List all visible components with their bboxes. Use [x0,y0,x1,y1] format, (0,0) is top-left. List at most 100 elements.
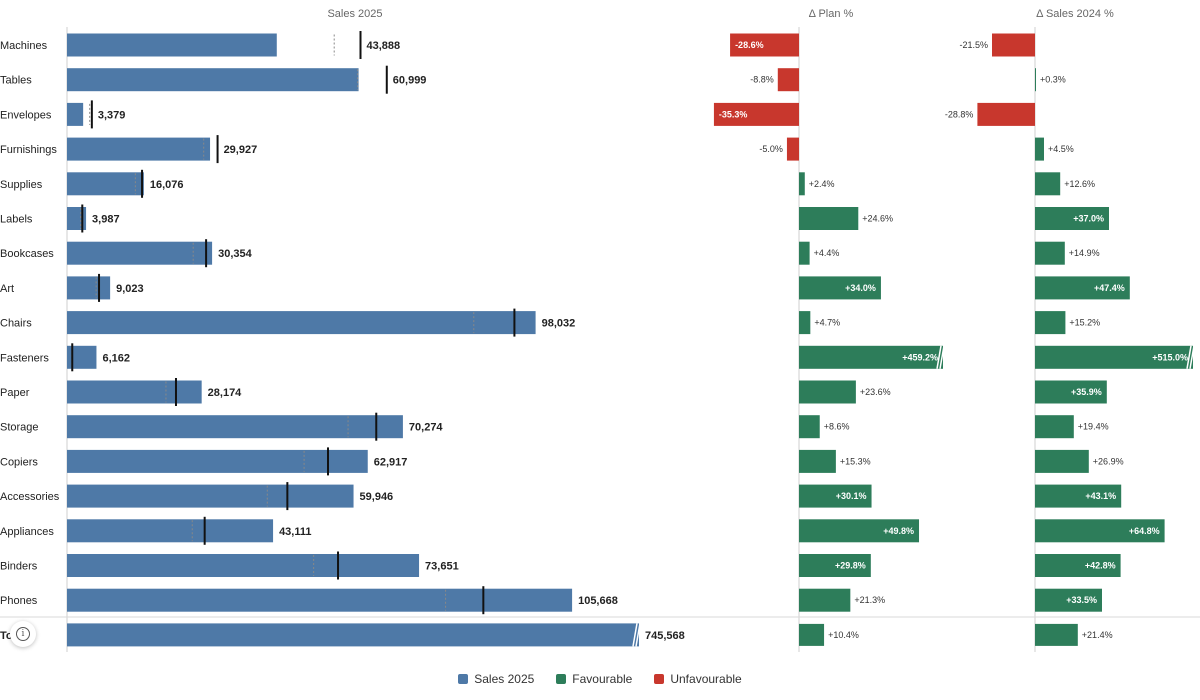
plan-value-art: +34.0% [845,283,876,293]
sales-value-copiers: 62,917 [374,456,408,468]
prev-bar-envelopes [977,102,1035,126]
info-button[interactable]: i [10,621,36,647]
prev-value-machines: -21.5% [959,40,988,50]
plan-bar-envelopes [713,102,799,126]
legend-label-favourable: Favourable [572,672,633,686]
sales-bar-total [67,623,639,647]
plan-value-paper: +23.6% [860,387,891,397]
legend-label-sales: Sales 2025 [474,672,535,686]
category-label-furnishings: Furnishings [0,144,57,156]
category-label-accessories: Accessories [0,491,60,503]
prev-value-accessories: +43.1% [1085,491,1116,501]
plan-bar-chairs [799,311,811,335]
column-title-prev: Δ Sales 2024 % [1036,8,1114,20]
plan-break-mark-fasteners [936,345,945,369]
prev-bar-labels [1035,207,1109,230]
prev-value-paper: +35.9% [1071,387,1102,397]
sales-bar-furnishings [67,137,211,161]
sales-bar-accessories [67,484,354,508]
plan-value-storage: +8.6% [824,422,850,432]
legend-item-unfavourable[interactable]: Unfavourable [654,672,742,686]
plan-value-envelopes: -35.3% [719,109,748,119]
plan-bar-copiers [799,449,836,473]
prev-bar-accessories [1035,484,1122,508]
category-label-fasteners: Fasteners [0,352,49,364]
category-label-envelopes: Envelopes [0,109,52,121]
prev-bar-phones [1035,588,1102,612]
sales-bar-envelopes [67,102,84,126]
prev-bar-machines [992,33,1035,57]
plan-bar-storage [799,415,820,439]
category-label-phones: Phones [0,595,38,607]
prev-value-total: +21.4% [1082,630,1113,640]
sales-bar-tables [67,68,359,92]
plan-bar-phones [799,588,851,612]
plan-bar-fasteners [799,345,943,369]
prev-value-tables: +0.3% [1040,75,1066,85]
sales-value-bookcases: 30,354 [218,248,253,260]
plan-bar-accessories [799,484,872,508]
prev-value-binders: +42.8% [1085,561,1116,571]
legend-item-sales[interactable]: Sales 2025 [458,672,534,686]
category-label-machines: Machines [0,40,48,52]
plan-bar-tables [777,68,799,92]
plan-value-copiers: +15.3% [840,456,871,466]
category-label-labels: Labels [0,214,33,226]
sales-value-paper: 28,174 [208,387,243,399]
category-label-appliances: Appliances [0,526,54,538]
prev-value-copiers: +26.9% [1093,456,1124,466]
sales-bar-fasteners [67,345,97,369]
category-label-paper: Paper [0,387,30,399]
prev-bar-furnishings [1035,137,1044,161]
sales-value-machines: 43,888 [366,40,400,52]
category-label-bookcases: Bookcases [0,248,54,260]
plan-value-appliances: +49.8% [883,526,914,536]
sales-value-storage: 70,274 [409,422,444,434]
prev-bar-storage [1035,415,1074,439]
prev-bar-chairs [1035,311,1066,335]
sales-value-phones: 105,668 [578,595,618,607]
plan-bar-machines [730,33,799,57]
variance-chart: Sales 2025 Δ Plan % Δ Sales 2024 % Machines… [0,8,1200,652]
prev-value-phones: +33.5% [1066,595,1097,605]
sales-bar-bookcases [67,241,213,265]
prev-value-supplies: +12.6% [1064,179,1095,189]
legend-item-favourable[interactable]: Favourable [556,672,632,686]
sales-bar-storage [67,415,403,439]
prev-value-art: +47.4% [1094,283,1125,293]
category-label-copiers: Copiers [0,456,38,468]
sales-bar-phones [67,588,573,612]
plan-value-total: +10.4% [828,630,859,640]
plan-value-phones: +21.3% [854,595,885,605]
prev-bar-supplies [1035,172,1061,196]
category-label-storage: Storage [0,422,39,434]
prev-bar-binders [1035,554,1121,577]
sales-bar-art [67,276,111,300]
sales-bar-binders [67,554,420,577]
plan-bar-appliances [799,519,920,543]
sales-bar-appliances [67,519,274,543]
plan-value-machines: -28.6% [735,40,764,50]
prev-bar-appliances [1035,519,1165,543]
sales-break-mark-total [632,623,641,647]
category-label-tables: Tables [0,75,32,87]
plan-bar-furnishings [786,137,799,161]
prev-break-mark-fasteners [1186,345,1195,369]
plan-bar-total [799,623,825,646]
legend-swatch-unfavourable [654,674,665,684]
sales-bar-copiers [67,449,368,473]
prev-value-labels: +37.0% [1073,214,1104,224]
info-icon: i [16,627,30,641]
sales-value-furnishings: 29,927 [224,144,258,156]
sales-value-chairs: 98,032 [542,318,576,330]
legend-swatch-favourable [556,674,567,684]
plan-value-furnishings: -5.0% [759,144,783,154]
plan-bar-labels [799,207,859,230]
category-label-supplies: Supplies [0,179,43,191]
sales-bar-machines [67,33,277,57]
category-label-art: Art [0,283,14,295]
plan-value-chairs: +4.7% [814,318,840,328]
sales-value-envelopes: 3,379 [98,109,126,121]
prev-bar-art [1035,276,1130,300]
prev-value-fasteners: +515.0% [1152,352,1188,362]
